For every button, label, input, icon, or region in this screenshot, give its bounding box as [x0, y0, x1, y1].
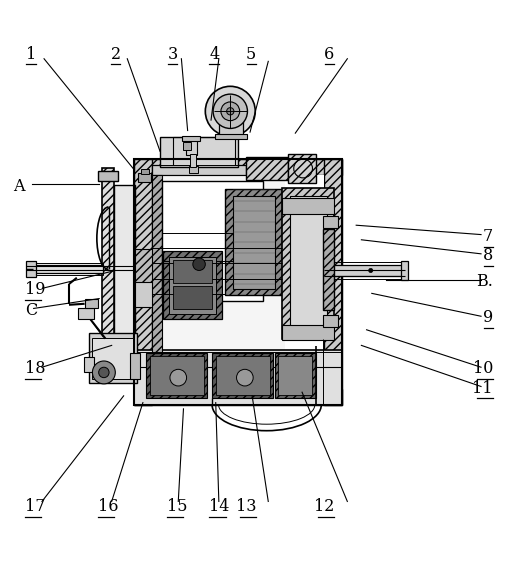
Bar: [282, 198, 334, 214]
Bar: [324, 159, 342, 404]
Bar: [130, 353, 140, 379]
Bar: [189, 166, 198, 173]
Bar: [134, 159, 342, 175]
Circle shape: [226, 108, 234, 115]
Bar: [401, 261, 408, 281]
Circle shape: [221, 102, 240, 120]
Bar: [134, 282, 154, 307]
Circle shape: [193, 258, 206, 270]
Bar: [219, 118, 243, 137]
Bar: [290, 195, 326, 331]
Bar: [173, 260, 212, 283]
Text: A: A: [13, 178, 25, 195]
Text: 2: 2: [111, 45, 121, 62]
Bar: [155, 177, 285, 354]
Text: 5: 5: [246, 45, 256, 62]
Bar: [146, 353, 208, 398]
Circle shape: [206, 86, 255, 136]
Bar: [78, 308, 94, 319]
Text: 12: 12: [314, 498, 334, 515]
Bar: [134, 249, 154, 289]
Bar: [93, 337, 133, 379]
Bar: [233, 195, 275, 289]
Bar: [173, 286, 212, 309]
Bar: [32, 262, 103, 275]
Bar: [162, 181, 263, 300]
Bar: [134, 159, 152, 404]
Bar: [138, 173, 151, 182]
Circle shape: [236, 369, 253, 386]
Circle shape: [369, 269, 373, 273]
Bar: [215, 356, 270, 395]
Bar: [323, 315, 338, 327]
Bar: [190, 154, 196, 168]
Bar: [288, 154, 316, 182]
Text: 7: 7: [483, 228, 493, 245]
Bar: [324, 262, 405, 279]
Text: 16: 16: [98, 498, 118, 515]
Bar: [152, 165, 246, 175]
Bar: [160, 137, 238, 167]
Bar: [98, 346, 118, 357]
Bar: [26, 261, 36, 277]
Text: 13: 13: [236, 498, 256, 515]
Bar: [275, 353, 316, 398]
Text: 8: 8: [483, 247, 493, 264]
Bar: [134, 389, 342, 404]
Text: 10: 10: [473, 360, 493, 377]
Text: C: C: [25, 302, 37, 319]
Bar: [184, 142, 191, 150]
Bar: [186, 139, 197, 155]
Circle shape: [170, 369, 187, 386]
Bar: [225, 189, 282, 295]
Bar: [89, 333, 137, 383]
Bar: [134, 350, 342, 404]
Bar: [214, 134, 247, 139]
Text: B.: B.: [476, 273, 493, 290]
Bar: [282, 188, 334, 339]
Bar: [278, 356, 312, 395]
Text: 9: 9: [483, 310, 493, 326]
Bar: [169, 257, 215, 314]
Bar: [114, 185, 134, 339]
Circle shape: [93, 361, 115, 384]
Text: 4: 4: [210, 45, 220, 62]
Text: 3: 3: [168, 45, 178, 62]
Text: 1: 1: [26, 45, 37, 62]
Bar: [323, 229, 334, 310]
Bar: [84, 357, 94, 373]
Bar: [163, 250, 222, 319]
Text: 18: 18: [25, 360, 46, 377]
Text: 17: 17: [25, 498, 46, 515]
Text: 15: 15: [167, 498, 187, 515]
Bar: [152, 175, 162, 354]
Bar: [182, 136, 200, 141]
Bar: [98, 170, 118, 181]
Bar: [282, 324, 334, 340]
Circle shape: [99, 367, 109, 378]
Text: 11: 11: [472, 379, 493, 396]
Text: 19: 19: [25, 281, 46, 298]
Bar: [212, 353, 274, 398]
Bar: [103, 168, 114, 353]
Bar: [85, 299, 98, 308]
Bar: [141, 169, 149, 174]
Text: 14: 14: [210, 498, 230, 515]
Bar: [150, 356, 204, 395]
Bar: [134, 159, 342, 404]
Bar: [152, 175, 324, 389]
Bar: [323, 216, 338, 228]
Bar: [246, 157, 288, 180]
Circle shape: [213, 94, 247, 128]
Text: 6: 6: [324, 45, 334, 62]
Bar: [32, 265, 103, 273]
Bar: [324, 265, 405, 276]
